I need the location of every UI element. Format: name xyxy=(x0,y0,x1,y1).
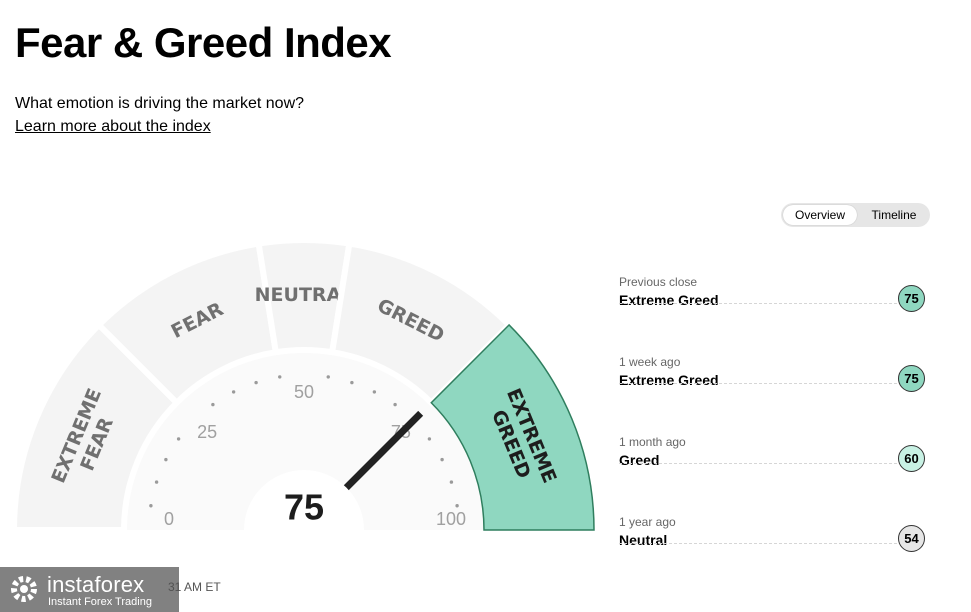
gauge-tick-dot xyxy=(427,437,432,441)
gauge-value: 75 xyxy=(284,487,324,528)
dotted-divider xyxy=(619,383,897,384)
history-row-1-week-ago: 1 week ago Extreme Greed 75 xyxy=(619,355,927,415)
history-period: 1 month ago xyxy=(619,435,686,449)
gauge-tick-dot xyxy=(440,457,444,462)
gauge-tick-dot xyxy=(149,504,153,508)
dotted-divider xyxy=(619,303,897,304)
timeline-toggle-button[interactable]: Timeline xyxy=(871,208,917,222)
instaforex-logo-icon xyxy=(11,576,37,602)
gauge-tick-dot xyxy=(449,480,454,484)
history-rating: Extreme Greed xyxy=(619,372,719,388)
instaforex-watermark: instaforex Instant Forex Trading xyxy=(0,567,179,612)
watermark-brand: instaforex xyxy=(47,572,145,597)
gauge-segment-label: NEUTRAL xyxy=(255,284,354,306)
gauge-hub xyxy=(244,470,364,530)
history-period: Previous close xyxy=(619,275,698,289)
dotted-divider xyxy=(619,463,897,464)
gauge-tick-dot xyxy=(455,504,459,508)
gauge-needle xyxy=(335,410,424,499)
gauge-tick-dot xyxy=(278,375,282,379)
gauge-tick-label: 100 xyxy=(436,509,466,529)
gauge-tick-dot xyxy=(326,375,330,379)
history-rating: Extreme Greed xyxy=(619,292,719,308)
view-toggle: Overview Timeline xyxy=(781,203,930,227)
history-score-badge: 54 xyxy=(898,525,925,552)
overview-toggle-button[interactable]: Overview xyxy=(783,205,857,225)
history-score-badge: 75 xyxy=(898,285,925,312)
gauge-tick-dot xyxy=(393,402,397,407)
gauge-tick-dot xyxy=(164,457,168,462)
history-row-1-year-ago: 1 year ago Neutral 54 xyxy=(619,515,927,575)
gauge-tick-label: 50 xyxy=(294,382,314,402)
gauge-tick-dot xyxy=(154,480,159,484)
gauge-tick-dot xyxy=(211,402,215,407)
history-score-badge: 60 xyxy=(898,445,925,472)
history-rating: Greed xyxy=(619,452,660,468)
watermark-tagline: Instant Forex Trading xyxy=(48,596,152,608)
page-subtitle: What emotion is driving the market now? xyxy=(15,95,305,112)
gauge-tick-label: 25 xyxy=(197,422,217,442)
gauge-tick-dot xyxy=(254,380,258,385)
dotted-divider xyxy=(619,543,897,544)
page-title: Fear & Greed Index xyxy=(15,19,392,66)
gauge-inner-area xyxy=(124,350,484,530)
gauge-tick-dot xyxy=(350,380,354,385)
history-score-badge: 75 xyxy=(898,365,925,392)
gauge-tick-dot xyxy=(231,390,236,394)
gauge-tick-dot xyxy=(372,390,377,394)
history-row-1-month-ago: 1 month ago Greed 60 xyxy=(619,435,927,495)
gauge-tick-dot xyxy=(176,437,181,441)
learn-more-link[interactable]: Learn more about the index xyxy=(15,118,211,135)
last-updated-text: 31 AM ET xyxy=(168,580,221,594)
history-row-previous-close: Previous close Extreme Greed 75 xyxy=(619,275,927,335)
gauge-segment-extreme-greed xyxy=(430,323,595,531)
history-period: 1 week ago xyxy=(619,355,681,369)
gauge-tick-label: 0 xyxy=(164,509,174,529)
history-rating: Neutral xyxy=(619,532,668,548)
history-period: 1 year ago xyxy=(619,515,676,529)
